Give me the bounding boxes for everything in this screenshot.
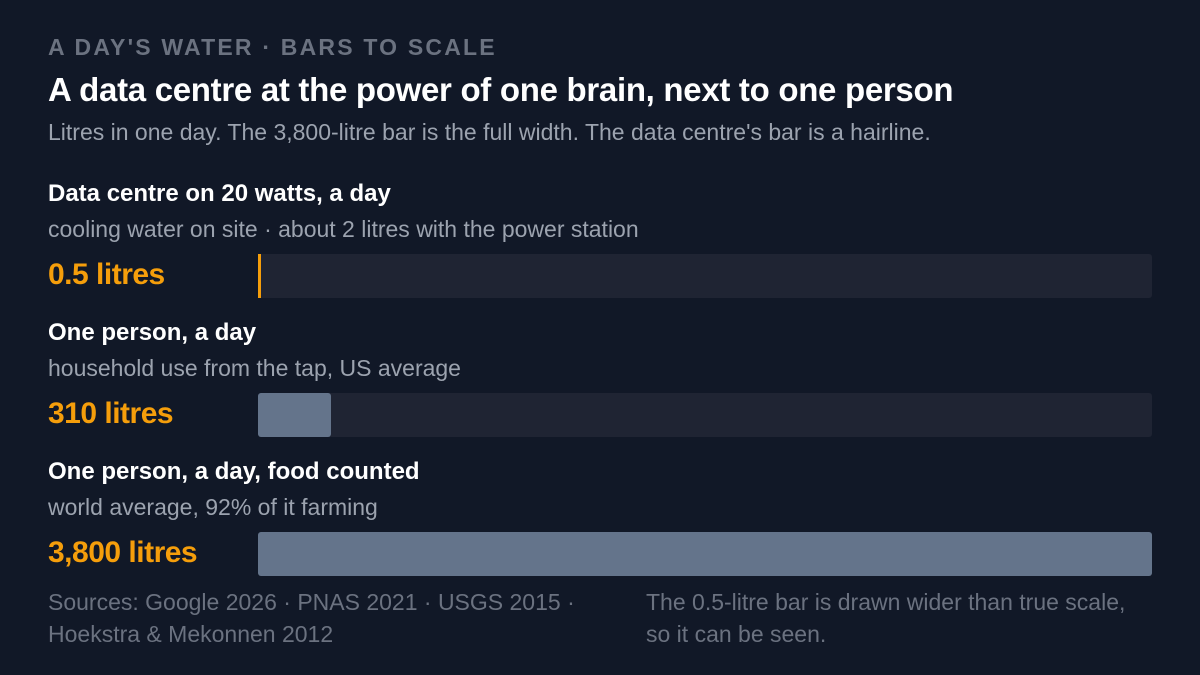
- row-value-label: 310 litres: [48, 397, 174, 430]
- bar-track: [258, 393, 1152, 437]
- chart-kicker: A DAY'S WATER · BARS TO SCALE: [48, 34, 497, 60]
- bar: [258, 393, 331, 437]
- row-sublabel: world average, 92% of it farming: [48, 494, 378, 520]
- row-sublabel: cooling water on site · about 2 litres w…: [48, 216, 639, 242]
- bar: [258, 532, 1152, 576]
- row-label: Data centre on 20 watts, a day: [48, 180, 391, 207]
- row-label: One person, a day, food counted: [48, 458, 420, 485]
- row-label: One person, a day: [48, 319, 257, 346]
- row-value-label: 0.5 litres: [48, 258, 165, 291]
- scale-note: The 0.5-litre bar is drawn wider than tr…: [646, 589, 1126, 647]
- bar-track: [258, 532, 1152, 576]
- row-value-label: 3,800 litres: [48, 536, 198, 569]
- chart-card: A DAY'S WATER · BARS TO SCALE A data cen…: [48, 0, 1152, 675]
- sources-note: Sources: Google 2026 · PNAS 2021 · USGS …: [48, 589, 575, 647]
- row-sublabel: household use from the tap, US average: [48, 355, 461, 381]
- bar: [258, 254, 261, 298]
- bar-track: [258, 254, 1152, 298]
- chart-title: A data centre at the power of one brain,…: [48, 71, 954, 108]
- chart-subtitle: Litres in one day. The 3,800-litre bar i…: [48, 119, 931, 145]
